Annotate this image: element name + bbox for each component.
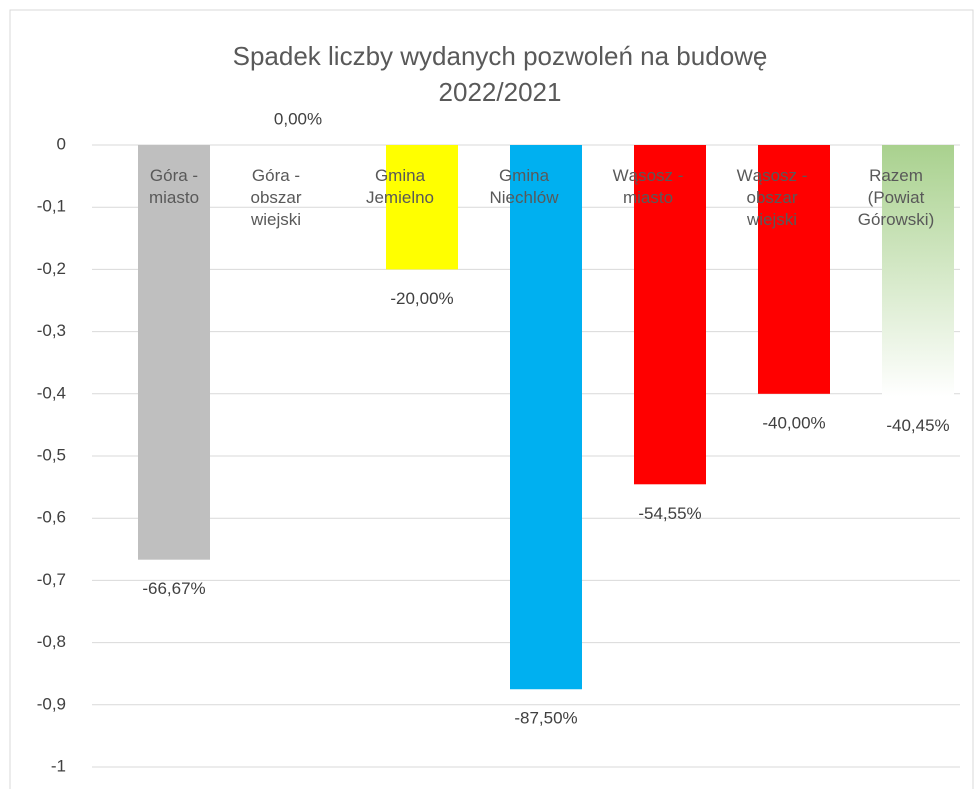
data-label: -87,50% — [514, 709, 577, 728]
bar — [634, 145, 706, 485]
y-tick-label: -0,6 — [37, 508, 66, 527]
data-label: 0,00% — [274, 109, 322, 128]
x-tick-label: Razem (Powiat Górowski) — [857, 166, 935, 229]
y-tick-label: -0,7 — [37, 570, 66, 589]
x-tick-label: Wąsosz - obszar wiejski — [736, 166, 808, 229]
data-label: -66,67% — [142, 579, 205, 598]
bar — [510, 145, 582, 690]
y-tick-label: -0,9 — [37, 694, 66, 713]
bar — [758, 145, 830, 394]
bar — [138, 145, 210, 560]
chart-border — [9, 9, 974, 789]
data-label: -40,00% — [762, 413, 825, 432]
bar — [386, 145, 458, 270]
y-tick-label: -1 — [51, 756, 66, 775]
data-label: -20,00% — [390, 289, 453, 308]
chart-title: Spadek liczby wydanych pozwoleń na budow… — [232, 41, 768, 107]
x-tick-label: Gmina Niechlów — [489, 166, 559, 207]
y-tick-label: -0,4 — [37, 383, 66, 402]
x-tick-label: Gmina Jemielno — [365, 166, 435, 207]
data-label: -54,55% — [638, 504, 701, 523]
y-tick-label: -0,3 — [37, 321, 66, 340]
bar — [882, 145, 954, 397]
y-tick-label: 0 — [57, 134, 66, 153]
x-tick-label: Góra - obszar wiejski — [250, 166, 302, 229]
y-tick-label: -0,8 — [37, 632, 66, 651]
y-tick-label: -0,1 — [37, 197, 66, 216]
x-tick-label: Góra - miasto — [148, 166, 200, 207]
y-tick-label: -0,2 — [37, 259, 66, 278]
data-label: -40,45% — [886, 416, 949, 435]
y-tick-label: -0,5 — [37, 445, 66, 464]
x-tick-label: Wąsosz - miasto — [612, 166, 684, 207]
